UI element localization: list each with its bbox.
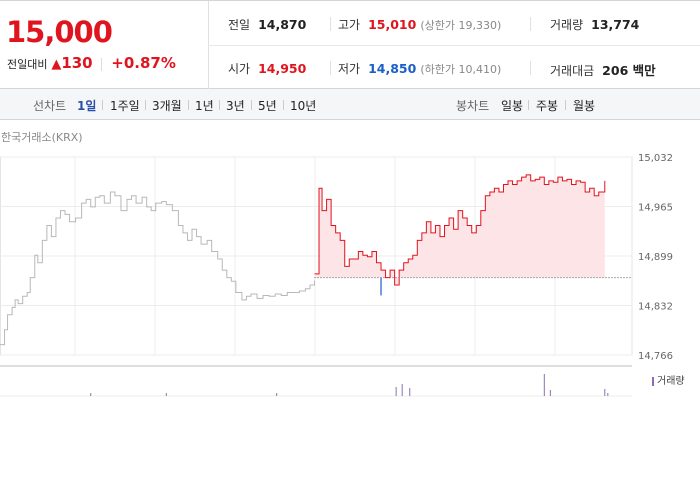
line-chart-label: 선차트: [33, 99, 67, 113]
change-value: 130: [61, 54, 93, 72]
row-divider: [208, 45, 700, 46]
y-tick-label: 14,832: [638, 302, 673, 313]
stat-prev-close: 전일 14,870: [228, 17, 307, 32]
stat-open: 시가 14,950: [228, 61, 307, 76]
stat-high: 고가 15,010 (상한가 19,330): [338, 17, 502, 32]
y-tick-label: 15,032: [638, 153, 673, 164]
change-label: 전일대비: [7, 58, 48, 71]
divider: [188, 100, 189, 110]
tab-1y[interactable]: 1년: [195, 99, 214, 113]
chart-tabs: 선차트 1일 1주일 3개월 1년 3년 5년 10년 봉차트 일봉 주봉 월봉: [0, 89, 700, 120]
divider: [101, 58, 103, 71]
tab-1d[interactable]: 1일: [77, 99, 97, 113]
divider: [283, 100, 284, 110]
tab-5y[interactable]: 5년: [258, 99, 277, 113]
price-box: 15,000 전일대비 ▲130 +0.87%: [0, 1, 209, 89]
today-line: [314, 174, 606, 286]
previous-day-line: [0, 191, 315, 346]
price-change: 전일대비 ▲130 +0.87%: [7, 54, 176, 72]
tab-3m[interactable]: 3개월: [152, 99, 182, 113]
tab-monthly-candle[interactable]: 월봉: [573, 99, 596, 113]
data-source-label: 한국거래소(KRX): [1, 131, 83, 144]
volume-swatch: [652, 376, 654, 386]
current-price: 15,000: [6, 15, 113, 49]
up-arrow-icon: ▲: [51, 57, 62, 72]
divider: [530, 61, 531, 75]
change-percent: +0.87%: [111, 54, 176, 72]
divider: [565, 100, 566, 110]
tab-3y[interactable]: 3년: [226, 99, 245, 113]
y-tick-label: 14,899: [638, 252, 673, 263]
y-tick-label: 14,766: [638, 351, 673, 362]
tab-weekly-candle[interactable]: 주봉: [536, 99, 559, 113]
tab-daily-candle[interactable]: 일봉: [501, 99, 524, 113]
divider: [102, 100, 103, 110]
divider: [330, 17, 331, 31]
tab-10y[interactable]: 10년: [290, 99, 317, 113]
stat-volume: 거래량 13,774: [550, 17, 640, 32]
divider: [530, 17, 531, 31]
divider: [219, 100, 220, 110]
divider: [145, 100, 146, 110]
divider: [251, 100, 252, 110]
tab-1w[interactable]: 1주일: [110, 99, 140, 113]
quote-summary: 15,000 전일대비 ▲130 +0.87% 전일 14,870 고가 15,01…: [0, 0, 700, 89]
divider: [528, 100, 529, 110]
y-tick-label: 14,965: [638, 203, 673, 214]
today-fill: [314, 174, 605, 286]
stat-trade-value: 거래대금 206 백만: [550, 63, 656, 78]
volume-legend: 거래량: [652, 372, 685, 387]
candle-chart-label: 봉차트: [456, 99, 490, 113]
stat-low: 저가 14,850 (하한가 10,410): [338, 61, 502, 76]
divider: [330, 61, 331, 75]
